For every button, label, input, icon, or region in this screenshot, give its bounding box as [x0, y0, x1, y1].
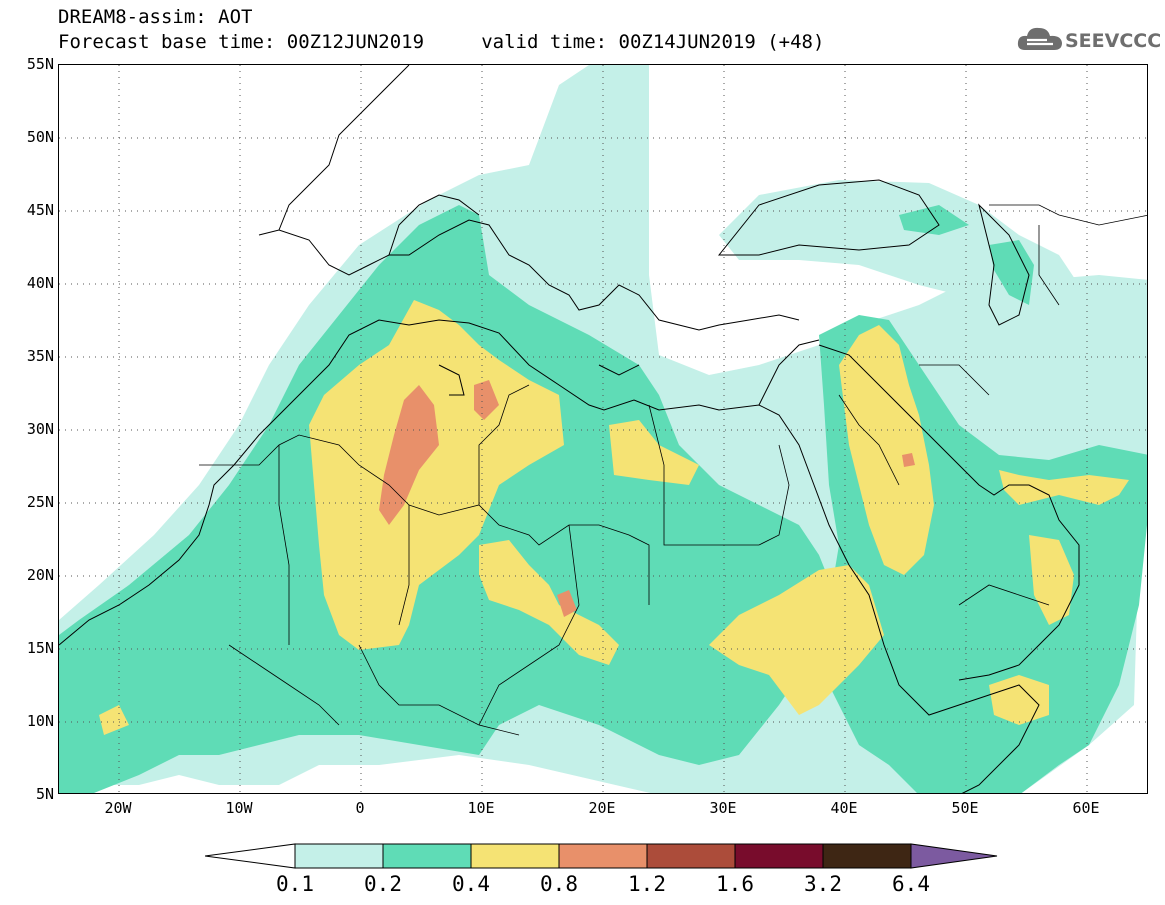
lon-label: 60E: [1072, 799, 1100, 817]
lon-label: 50E: [951, 799, 979, 817]
country-borders: [199, 204, 1147, 736]
lat-label: 10N: [26, 712, 54, 730]
lat-label: 35N: [26, 347, 54, 365]
colorbar-label: 1.6: [716, 872, 754, 896]
map-title: DREAM8-assim: AOT: [58, 6, 253, 28]
aot-region-very-high: [474, 380, 499, 420]
colorbar-label: 0.8: [540, 872, 578, 896]
lat-label: 5N: [35, 785, 54, 803]
colorbar-swatch: [646, 843, 736, 869]
aot-map: [58, 64, 1148, 794]
aot-region-high: [999, 470, 1129, 505]
aot-region-high: [479, 540, 619, 665]
lon-label: 40E: [830, 799, 858, 817]
lat-label: 40N: [26, 274, 54, 292]
map-canvas: [59, 65, 1147, 793]
aot-region-medium: [899, 205, 969, 235]
colorbar-swatches: [204, 843, 998, 869]
lat-label: 50N: [26, 128, 54, 146]
lat-label: 55N: [26, 55, 54, 73]
aot-region-light: [559, 65, 649, 275]
colorbar-label: 0.1: [276, 872, 314, 896]
lat-label: 20N: [26, 566, 54, 584]
aot-region-high: [989, 675, 1049, 725]
coastlines: [59, 65, 1080, 793]
aot-region-high: [309, 300, 564, 650]
colorbar: [204, 840, 1000, 876]
lat-label: 25N: [26, 493, 54, 511]
colorbar-label: 1.2: [628, 872, 666, 896]
lon-label: 20E: [588, 799, 616, 817]
aot-region-medium: [989, 240, 1034, 305]
colorbar-label: 6.4: [892, 872, 930, 896]
colorbar-label: 0.4: [452, 872, 490, 896]
colorbar-label: 0.2: [364, 872, 402, 896]
lon-label: 20W: [104, 799, 132, 817]
logo-text: SEEVCCC: [1065, 30, 1162, 52]
colorbar-swatch: [558, 843, 648, 869]
aot-region-high: [709, 565, 884, 715]
colorbar-arrow-right: [910, 843, 998, 869]
cloud-icon: [1017, 27, 1062, 50]
colorbar-swatch: [294, 843, 384, 869]
aot-region-high: [99, 705, 129, 735]
aot-region-very-high: [902, 453, 915, 467]
lon-label: 10E: [467, 799, 495, 817]
aot-region-very-high: [557, 590, 577, 617]
lat-label: 30N: [26, 420, 54, 438]
colorbar-swatch: [734, 843, 824, 869]
colorbar-swatch: [382, 843, 472, 869]
aot-region-high: [839, 325, 934, 575]
colorbar-arrow-left: [204, 843, 296, 869]
forecast-time-subtitle: Forecast base time: 00Z12JUN2019 valid t…: [58, 31, 825, 53]
colorbar-label: 3.2: [804, 872, 842, 896]
aot-region-high: [609, 420, 699, 485]
lon-label: 0: [355, 799, 365, 817]
seevccc-logo: SEEVCCC: [1017, 24, 1161, 58]
lat-label: 15N: [26, 639, 54, 657]
lon-label: 30E: [709, 799, 737, 817]
lon-label: 10W: [225, 799, 253, 817]
colorbar-swatch: [470, 843, 560, 869]
lat-label: 45N: [26, 201, 54, 219]
colorbar-swatch: [822, 843, 912, 869]
